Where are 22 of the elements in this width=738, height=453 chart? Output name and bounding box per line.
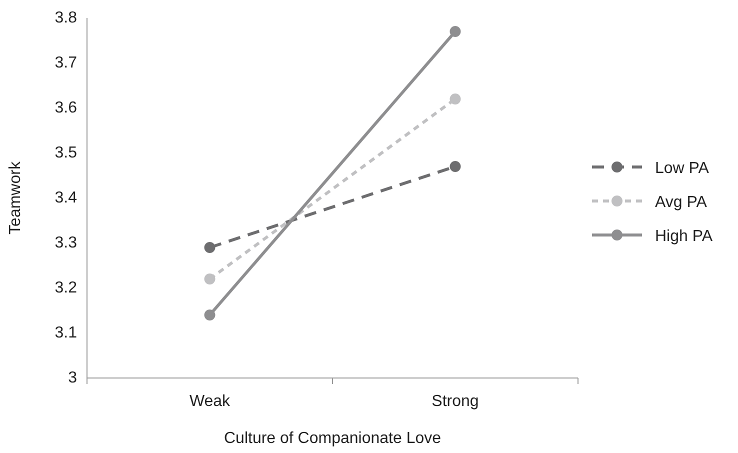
x-tick-label: Strong — [432, 393, 479, 410]
y-tick-label: 3.5 — [54, 144, 78, 162]
y-tick-label: 3.7 — [54, 54, 78, 72]
y-tick-label: 3.6 — [54, 100, 78, 116]
y-tick-label: 3 — [68, 370, 78, 386]
point — [450, 161, 461, 172]
y-tick-label: 3.4 — [54, 190, 78, 206]
x-axis-title: Culture of Companionate Love — [224, 430, 442, 447]
y-tick-label: 3.3 — [54, 234, 78, 252]
y-axis-title: Teamwork — [7, 160, 24, 234]
legend-label: Avg PA — [655, 194, 708, 211]
point — [450, 94, 461, 104]
legend-label: High PA — [655, 228, 713, 245]
point — [204, 242, 216, 253]
point — [450, 26, 461, 37]
point — [204, 274, 216, 284]
legend-label: Low PA — [655, 160, 710, 177]
y-tick-label: 3.8 — [54, 10, 78, 26]
x-tick-label: Weak — [189, 393, 232, 410]
point — [204, 310, 216, 320]
y-tick-label: 3.1 — [54, 324, 78, 342]
y-tick-label: 3.2 — [54, 280, 78, 296]
